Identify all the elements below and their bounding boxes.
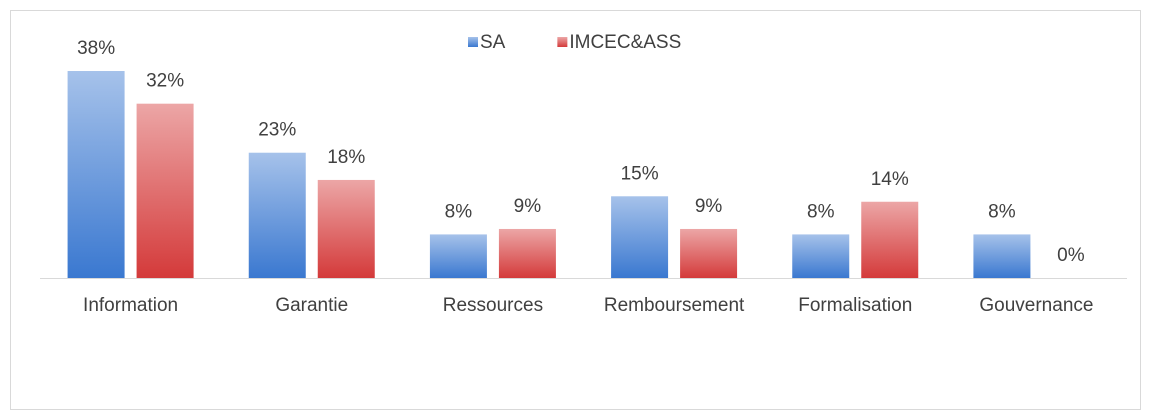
legend-label: SA: [480, 32, 506, 53]
x-tick-label: Remboursement: [604, 295, 745, 316]
bar: [792, 234, 850, 278]
value-label: 15%: [621, 163, 659, 184]
value-label: 8%: [807, 201, 835, 222]
value-label: 23%: [258, 120, 296, 141]
bar: [317, 179, 375, 278]
value-label: 8%: [445, 201, 473, 222]
bar: [973, 234, 1031, 278]
bar: [680, 228, 738, 278]
value-label: 9%: [695, 196, 723, 217]
x-tick-label: Ressources: [443, 295, 543, 316]
value-label: 18%: [327, 147, 365, 168]
value-label: 8%: [988, 201, 1016, 222]
value-label: 9%: [514, 196, 542, 217]
bar: [248, 152, 306, 278]
value-label: 38%: [77, 38, 115, 59]
legend-swatch: [468, 37, 478, 47]
bar: [498, 228, 556, 278]
bar: [861, 201, 919, 278]
x-tick-label: Formalisation: [798, 295, 912, 316]
x-tick-label: Gouvernance: [979, 295, 1093, 316]
bar: [429, 234, 487, 278]
x-tick-label: Information: [83, 295, 178, 316]
value-label: 32%: [146, 71, 184, 92]
bar: [67, 71, 125, 278]
x-tick-label: Garantie: [275, 295, 348, 316]
bar: [611, 196, 669, 278]
legend-swatch: [557, 37, 568, 47]
legend-label: IMCEC&ASS: [569, 32, 681, 53]
chart-frame: [10, 10, 1141, 410]
bar: [136, 103, 194, 279]
value-label: 14%: [871, 169, 909, 190]
value-label: 0%: [1057, 245, 1085, 266]
